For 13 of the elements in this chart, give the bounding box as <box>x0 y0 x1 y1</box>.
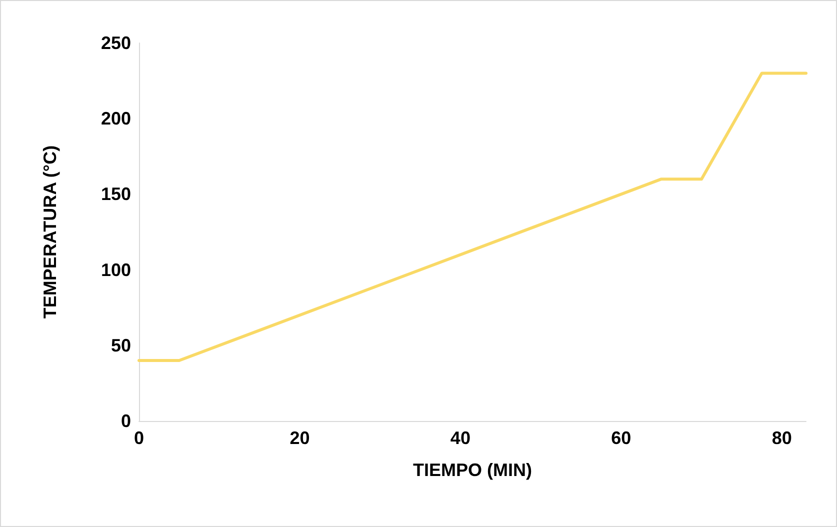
y-tick-label: 100 <box>100 260 131 280</box>
x-tick-label: 60 <box>611 428 632 448</box>
y-tick-label: 200 <box>100 108 131 129</box>
x-axis-title: TIEMPO (MIN) <box>413 460 532 480</box>
y-tick-label: 0 <box>120 411 131 431</box>
x-tick-label: 0 <box>134 428 144 448</box>
y-axis-title: TEMPERATURA (°C) <box>40 145 60 319</box>
y-tick-label: 50 <box>110 335 131 356</box>
x-tick-label: 40 <box>450 428 470 448</box>
y-tick-label: 150 <box>100 184 131 204</box>
x-tick-label: 20 <box>290 428 310 448</box>
y-tick-label: 250 <box>100 33 131 53</box>
x-tick-label: 80 <box>772 428 792 448</box>
